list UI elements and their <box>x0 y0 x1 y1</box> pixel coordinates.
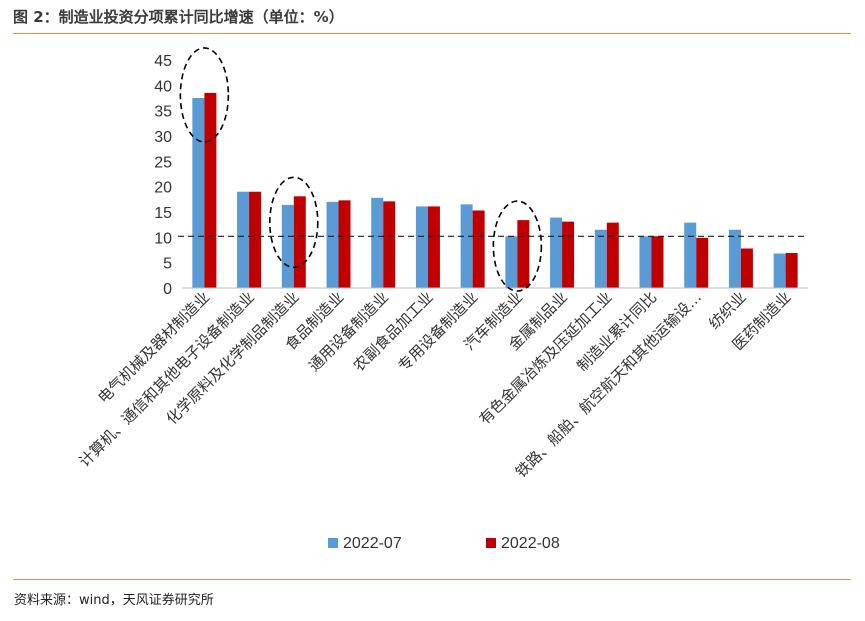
bar-series-1 <box>740 248 753 288</box>
bar-series-1 <box>517 220 530 288</box>
source-divider <box>13 579 851 580</box>
y-tick-label: 30 <box>154 129 172 146</box>
legend: 2022-07 2022-08 <box>328 535 560 552</box>
bar-series-0 <box>728 229 741 288</box>
bar-series-1 <box>606 222 619 288</box>
highlight-ellipse <box>492 200 543 292</box>
legend-swatch <box>328 538 338 548</box>
bar-series-1 <box>338 200 351 288</box>
bar-series-1 <box>383 201 396 288</box>
bar-series-0 <box>505 236 518 288</box>
bar-series-0 <box>192 98 205 288</box>
y-tick-label: 15 <box>154 205 172 222</box>
bar-series-0 <box>281 204 294 288</box>
highlight-ellipse <box>179 47 230 143</box>
bar-series-1 <box>651 236 664 288</box>
y-tick-label: 0 <box>163 281 172 298</box>
bar-series-0 <box>460 204 473 288</box>
bar-series-0 <box>550 217 563 288</box>
y-tick-label: 45 <box>154 53 172 70</box>
bar-series-1 <box>249 191 262 288</box>
bar-series-0 <box>594 229 607 288</box>
x-category-label: 制造业累计同比 <box>573 288 660 375</box>
y-axis: 0 5 10 15 20 25 30 35 40 45 <box>154 53 172 298</box>
x-category-label: 农副食品加工业 <box>350 288 437 375</box>
bar-series-0 <box>237 191 250 288</box>
source-note: 资料来源：wind，天风证券研究所 <box>14 593 214 608</box>
x-category-label: 专用设备制造业 <box>394 288 481 375</box>
bar-series-1 <box>204 92 217 288</box>
y-tick-label: 35 <box>154 104 172 121</box>
bar-series-0 <box>639 236 652 288</box>
title-divider <box>13 33 851 34</box>
legend-swatch <box>486 538 496 548</box>
x-axis-labels: 电气机械及器材制造业计算机、通信和其他电子设备制造业化学原料及化学制品制造业食品… <box>75 288 794 481</box>
bar-series-0 <box>773 253 786 288</box>
y-tick-label: 40 <box>154 78 172 95</box>
x-category-label: 通用设备制造业 <box>305 288 392 375</box>
y-tick-label: 25 <box>154 154 172 171</box>
bars <box>182 92 808 289</box>
bar-chart: 0 5 10 15 20 25 30 35 40 45 电气机械及器材制造业计算机、通信和其他电子… <box>75 47 808 552</box>
bar-series-0 <box>415 206 428 288</box>
bar-series-0 <box>684 222 697 288</box>
y-tick-label: 5 <box>163 256 172 273</box>
chart-title: 图 2：制造业投资分项累计同比增速（单位：%） <box>13 8 344 26</box>
legend-label: 2022-08 <box>501 535 560 552</box>
bar-series-1 <box>562 221 575 288</box>
bar-series-0 <box>371 197 384 288</box>
bar-series-1 <box>785 253 798 288</box>
y-tick-label: 10 <box>154 230 172 247</box>
legend-label: 2022-07 <box>343 535 402 552</box>
highlight-ellipses <box>179 47 543 292</box>
bar-series-1 <box>293 196 306 288</box>
bar-series-1 <box>696 237 709 288</box>
bar-series-0 <box>326 201 339 288</box>
bar-series-1 <box>472 210 485 288</box>
highlight-ellipse <box>268 176 319 269</box>
x-category-label: 计算机、通信和其他电子设备制造业 <box>75 288 257 470</box>
y-tick-label: 20 <box>154 180 172 197</box>
bar-series-1 <box>427 206 440 288</box>
